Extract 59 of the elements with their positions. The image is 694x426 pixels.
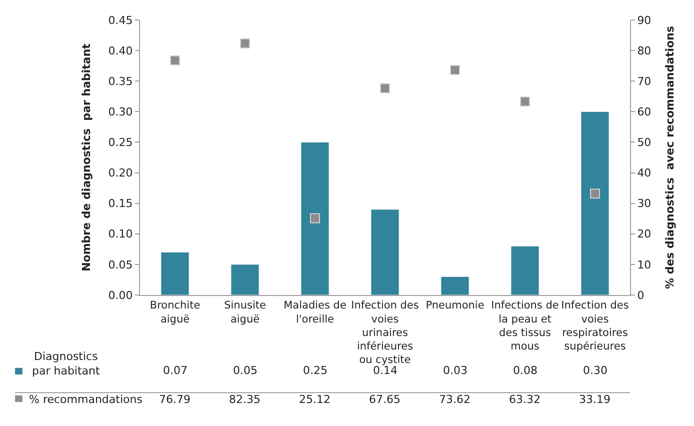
data-label: 25.12: [299, 393, 330, 406]
y-tick-label: 0.30: [108, 106, 133, 119]
y-tick-label: 0.45: [108, 14, 133, 27]
y-tick-label: 0.10: [108, 228, 133, 241]
x-tick-label: Bronchite aiguë: [150, 300, 200, 326]
data-label: 76.79: [159, 393, 190, 406]
y2-tick-label: 80: [637, 44, 652, 58]
bar: [230, 264, 260, 295]
point: [170, 55, 180, 66]
y2-tick-label: 40: [637, 166, 652, 180]
y-tick-label: 0.40: [108, 44, 133, 58]
bar: [160, 252, 190, 295]
data-label: 0.07: [163, 364, 188, 377]
legend-label: % recommandations: [29, 393, 143, 406]
data-label: 73.62: [439, 393, 470, 406]
data-label: 67.65: [369, 393, 400, 406]
x-tick-label: Infections de la peau et des tissus mous: [491, 300, 559, 353]
y-tick-label: 0.35: [108, 74, 133, 88]
y2-tick-label: 30: [637, 197, 652, 210]
y2-tick-label: 20: [637, 228, 652, 241]
bar: [300, 142, 330, 295]
y-tick-label: 0.25: [108, 136, 133, 150]
y-tick-label: 0.05: [108, 258, 133, 272]
data-label: 0.03: [443, 364, 468, 377]
x-tick-label: Infection des voies urinaires inférieures ou cystite: [351, 300, 419, 366]
y-tick-label: 0.15: [108, 197, 133, 210]
data-label: 0.08: [513, 364, 538, 377]
x-tick-label: Maladies de l'oreille: [284, 300, 346, 326]
point: [450, 65, 460, 76]
data-label: 0.05: [233, 364, 258, 377]
y2-axis-title: % des diagnostics avec recommandations: [663, 26, 676, 290]
data-label: 0.14: [373, 364, 398, 377]
y2-tick-label: 50: [637, 136, 652, 150]
data-label: 0.25: [303, 364, 328, 377]
x-tick-label: Pneumonie: [426, 300, 484, 312]
y-axis-title: Nombre de diagnostics par habitant: [80, 44, 93, 272]
x-tick-label: Sinusite aiguë: [224, 300, 266, 326]
data-label: 33.19: [579, 393, 610, 406]
y-tick-label: 0.20: [108, 166, 133, 180]
data-label: 63.32: [509, 393, 540, 406]
point: [310, 213, 320, 224]
y2-tick-label: 60: [637, 106, 652, 119]
y2-tick-label: 10: [637, 258, 652, 272]
data-label: 0.30: [583, 364, 608, 377]
bar: [580, 111, 610, 295]
point: [590, 188, 600, 199]
data-label: 82.35: [229, 393, 260, 406]
bar: [440, 276, 470, 295]
legend-label: Diagnostics par habitant: [32, 350, 101, 378]
point: [380, 83, 390, 94]
point: [240, 38, 250, 48]
bar: [510, 246, 540, 295]
y2-tick-label: 90: [637, 14, 652, 27]
bar: [370, 209, 400, 295]
y-tick-label: 0.00: [108, 288, 133, 302]
point: [520, 96, 530, 107]
x-tick-label: Infection des voies respiratoires supérieures: [561, 300, 629, 353]
y2-tick-label: 0: [637, 288, 644, 302]
y2-tick-label: 70: [637, 74, 652, 88]
